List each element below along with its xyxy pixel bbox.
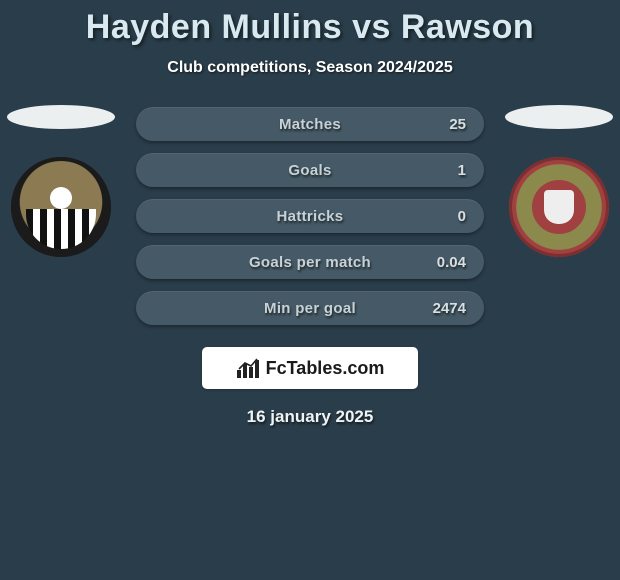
player-right-avatar-placeholder — [505, 105, 613, 129]
notts-county-crest-icon — [11, 157, 111, 257]
page-subtitle: Club competitions, Season 2024/2025 — [0, 59, 620, 77]
stat-value-right: 2474 — [433, 300, 466, 317]
stat-label: Goals — [136, 162, 484, 179]
stat-value-right: 1 — [458, 162, 466, 179]
player-right-column — [504, 105, 614, 257]
accrington-stanley-crest-icon — [509, 157, 609, 257]
comparison-row: Matches 25 Goals 1 Hattricks 0 Goals per… — [0, 105, 620, 325]
stat-label: Hattricks — [136, 208, 484, 225]
brand-text: FcTables.com — [266, 358, 385, 379]
bars-icon — [236, 358, 260, 378]
stats-list: Matches 25 Goals 1 Hattricks 0 Goals per… — [136, 105, 484, 325]
stat-row-min-per-goal: Min per goal 2474 — [136, 291, 484, 325]
page-title: Hayden Mullins vs Rawson — [0, 8, 620, 47]
stat-value-right: 0 — [458, 208, 466, 225]
date-text: 16 january 2025 — [0, 407, 620, 427]
brand-badge[interactable]: FcTables.com — [202, 347, 418, 389]
stat-row-hattricks: Hattricks 0 — [136, 199, 484, 233]
player-left-avatar-placeholder — [7, 105, 115, 129]
stat-row-goals: Goals 1 — [136, 153, 484, 187]
player-left-column — [6, 105, 116, 257]
stat-label: Matches — [136, 116, 484, 133]
stat-row-matches: Matches 25 — [136, 107, 484, 141]
stat-row-goals-per-match: Goals per match 0.04 — [136, 245, 484, 279]
stat-value-right: 25 — [449, 116, 466, 133]
comparison-card: Hayden Mullins vs Rawson Club competitio… — [0, 0, 620, 427]
stat-label: Goals per match — [136, 254, 484, 271]
stat-value-right: 0.04 — [437, 254, 466, 271]
